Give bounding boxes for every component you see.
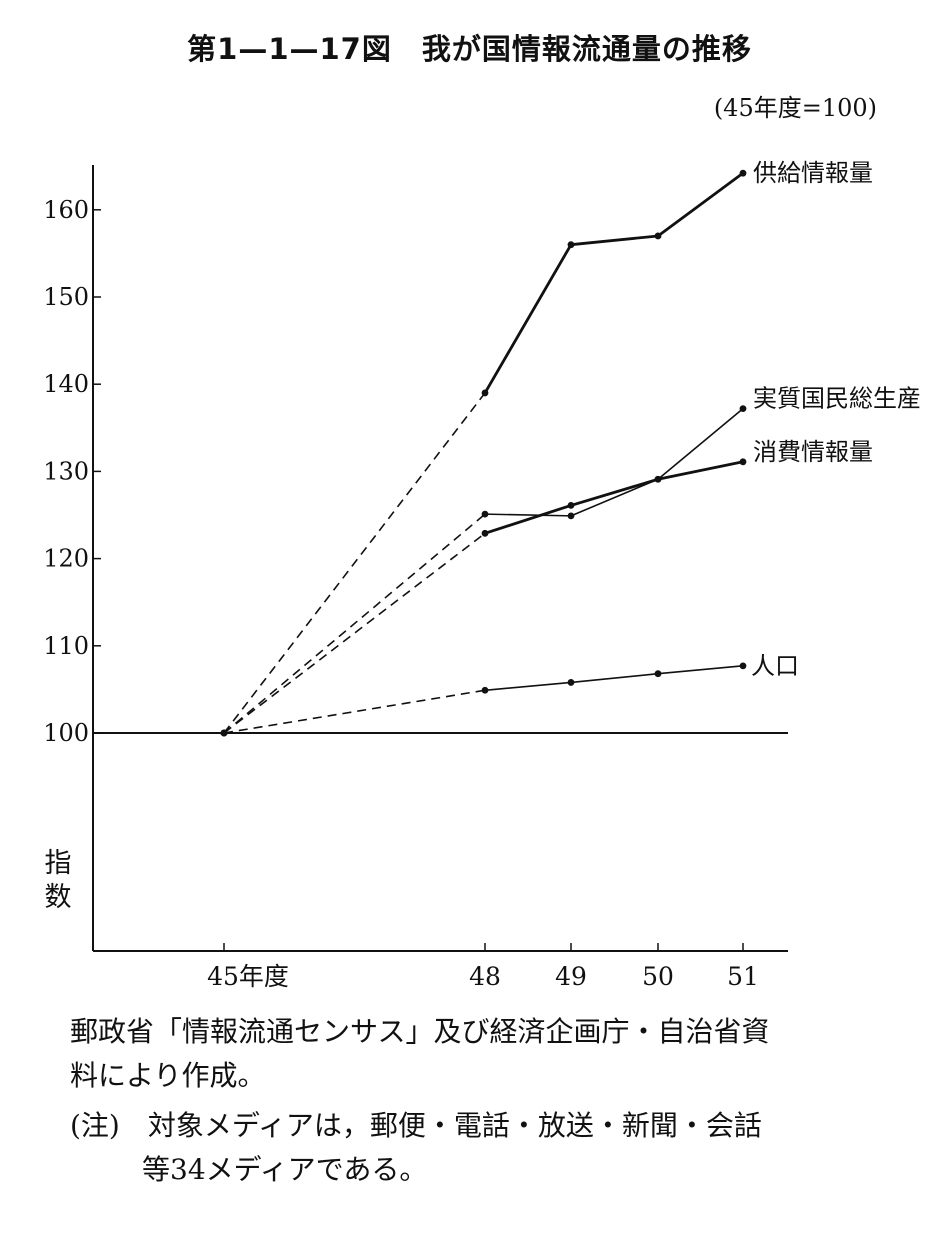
data-point <box>739 662 747 670</box>
source-line-1: 郵政省「情報流通センサス」及び経済企画庁・自治省資 <box>70 1015 770 1048</box>
series-label: 消費情報量 <box>753 438 873 466</box>
data-point <box>481 529 489 537</box>
series-dashed-segment <box>223 689 486 734</box>
x-tick-label: 50 <box>642 962 674 991</box>
y-tick-label: 100 <box>43 719 89 747</box>
x-tick-label: 45年度 <box>207 962 289 991</box>
note-line-2: 等34メディアである。 <box>142 1153 428 1186</box>
series-label: 実質国民総生産 <box>753 385 921 413</box>
data-point <box>567 502 575 509</box>
data-point <box>567 241 575 249</box>
y-axis-label-char: 数 <box>45 882 72 913</box>
base-year-note: (45年度=100) <box>713 94 877 122</box>
chart-title: 第1—1—17図 我が国情報流通量の推移 <box>187 32 752 66</box>
y-tick-label: 140 <box>43 370 89 398</box>
y-tick-label: 120 <box>43 545 89 573</box>
series-label: 供給情報量 <box>753 159 873 187</box>
note-line-1: (注) 対象メディアは，郵便・電話・放送・新聞・会話 <box>70 1109 762 1142</box>
data-point <box>654 232 662 240</box>
x-tick-label: 49 <box>555 962 587 991</box>
data-point <box>739 458 747 466</box>
series-line <box>484 665 744 692</box>
series-line <box>484 460 744 535</box>
source-line-2: 料により作成。 <box>70 1059 266 1092</box>
y-tick-label: 130 <box>43 457 89 485</box>
data-point <box>567 512 575 520</box>
series-line <box>484 408 744 517</box>
series-line <box>483 172 744 394</box>
y-tick-label: 150 <box>43 283 89 311</box>
line-chart: 100 110 120 130 140 150 160 指数 45年度 48 49 50 51 供給情報量… <box>43 159 921 991</box>
y-tick-label: 160 <box>43 196 89 224</box>
data-point <box>739 405 747 413</box>
series-dashed-segment <box>223 513 486 734</box>
data-point <box>739 169 747 177</box>
series-dashed-segment <box>223 392 486 734</box>
series-dashed-segment <box>223 532 486 734</box>
data-point <box>220 729 228 737</box>
data-point <box>654 475 662 483</box>
y-tick-label: 110 <box>43 632 89 660</box>
x-tick-label: 51 <box>727 962 759 991</box>
y-axis-label-char: 指 <box>45 848 72 879</box>
data-point <box>481 389 489 397</box>
data-point <box>481 686 489 694</box>
data-point <box>567 679 575 686</box>
x-tick-label: 48 <box>469 962 501 991</box>
series-label: 人口 <box>751 652 799 680</box>
data-point <box>654 670 662 678</box>
data-point <box>481 510 489 518</box>
notes-block: 郵政省「情報流通センサス」及び経済企画庁・自治省資 料により作成。 (注) 対象… <box>70 1010 910 1192</box>
